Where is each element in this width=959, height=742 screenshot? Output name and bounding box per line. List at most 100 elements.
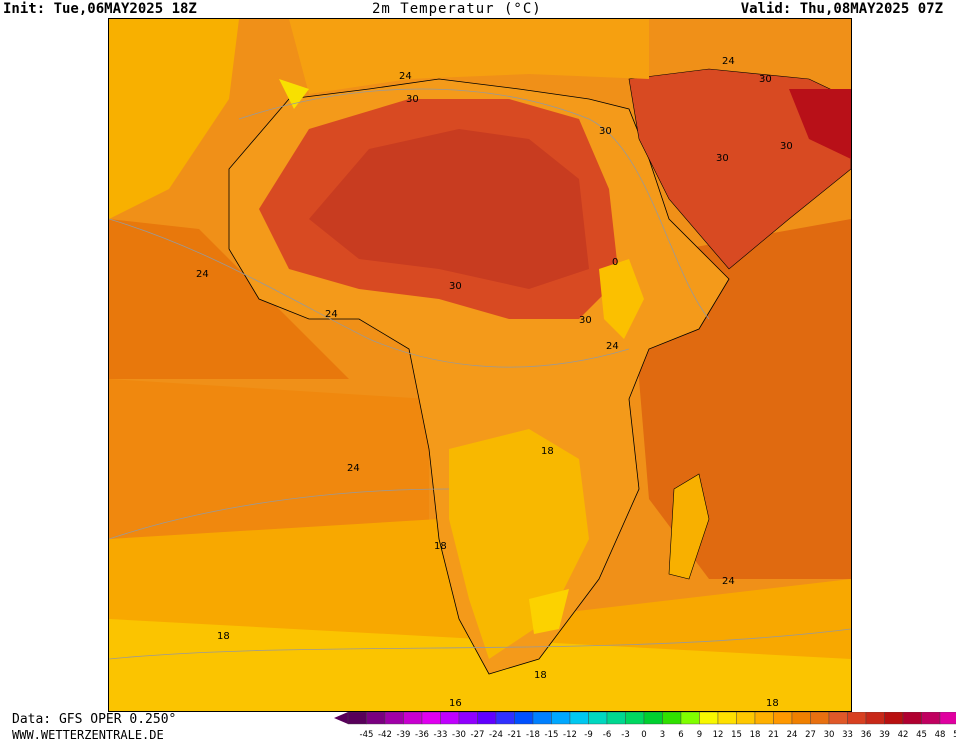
legend-value-label: -33 bbox=[434, 730, 448, 740]
atlantic-north-band bbox=[109, 19, 239, 219]
legend-swatches bbox=[334, 712, 956, 725]
legend-value-label: 18 bbox=[750, 730, 761, 740]
ethiopian-highlands bbox=[599, 259, 644, 339]
data-source-label: Data: GFS OPER 0.250° bbox=[12, 712, 177, 727]
legend-labels: -45 -42 -39 -36 -33 -30 -27 -24 -21 -18 -15 -12 -9 -6… bbox=[360, 730, 956, 740]
legend-swatch bbox=[606, 712, 626, 725]
legend-swatch bbox=[680, 712, 700, 725]
legend-value-label: 12 bbox=[713, 730, 724, 740]
atlas-cool-spot bbox=[279, 79, 309, 109]
legend-value-label: -18 bbox=[526, 730, 540, 740]
legend-value-label: -30 bbox=[452, 730, 466, 740]
mediterranean-band bbox=[289, 19, 649, 94]
contour-label: 30 bbox=[599, 126, 612, 137]
lesotho-cool-spot bbox=[529, 589, 569, 634]
legend-value-label: -42 bbox=[378, 730, 392, 740]
contour-label: 24 bbox=[606, 341, 619, 352]
madagascar bbox=[668, 473, 710, 580]
temperature-map: 24 30 30 24 30 30 30 24 24 30 30 24 24 1… bbox=[108, 18, 852, 712]
legend-swatch bbox=[921, 712, 941, 725]
isotherm-18-south bbox=[109, 628, 851, 660]
legend-value-label: 39 bbox=[879, 730, 890, 740]
legend-value-label: -12 bbox=[563, 730, 577, 740]
legend-swatch bbox=[477, 712, 497, 725]
legend-swatch bbox=[699, 712, 719, 725]
isotherm-30 bbox=[238, 88, 710, 320]
legend-value-label: -36 bbox=[415, 730, 429, 740]
legend-swatch bbox=[643, 712, 663, 725]
legend-swatch bbox=[939, 712, 956, 725]
southern-ocean-cool-band bbox=[109, 619, 851, 711]
contour-label: 30 bbox=[579, 315, 592, 326]
legend-swatch bbox=[791, 712, 811, 725]
legend-swatch bbox=[847, 712, 867, 725]
legend-swatch bbox=[588, 712, 608, 725]
legend-swatch bbox=[514, 712, 534, 725]
legend-value-label: 48 bbox=[935, 730, 946, 740]
legend-value-label: -6 bbox=[603, 730, 611, 740]
legend-swatch bbox=[902, 712, 922, 725]
contour-label: 18 bbox=[434, 541, 447, 552]
legend-value-label: -24 bbox=[489, 730, 503, 740]
contour-label: 24 bbox=[722, 56, 735, 67]
website-label: WWW.WETTERZENTRALE.DE bbox=[12, 728, 164, 742]
legend-arrow-low bbox=[334, 712, 348, 724]
legend-value-label: -9 bbox=[584, 730, 592, 740]
legend-swatch bbox=[569, 712, 589, 725]
persian-gulf-hot-region bbox=[789, 89, 851, 159]
isotherm-18-west bbox=[109, 488, 450, 540]
legend-swatch bbox=[403, 712, 423, 725]
legend-swatch bbox=[384, 712, 404, 725]
color-scale-legend: -45 -42 -39 -36 -33 -30 -27 -24 -21 -18 -15 -12 -9 -6… bbox=[334, 712, 956, 740]
contour-label: 18 bbox=[766, 698, 779, 709]
legend-swatch bbox=[810, 712, 830, 725]
legend-swatch bbox=[625, 712, 645, 725]
legend-value-label: -39 bbox=[397, 730, 411, 740]
legend-value-label: 27 bbox=[805, 730, 816, 740]
legend-value-label: 30 bbox=[824, 730, 835, 740]
legend-swatch bbox=[662, 712, 682, 725]
atlantic-gulf-band bbox=[109, 219, 349, 379]
contour-label: 18 bbox=[541, 446, 554, 457]
contour-label: 30 bbox=[716, 153, 729, 164]
atlantic-south-band bbox=[109, 379, 429, 559]
contour-label: 0 bbox=[612, 257, 618, 268]
legend-value-label: 21 bbox=[768, 730, 779, 740]
legend-swatch bbox=[366, 712, 386, 725]
legend-value-label: 24 bbox=[787, 730, 798, 740]
contour-label: 24 bbox=[325, 309, 338, 320]
contour-label: 24 bbox=[399, 71, 412, 82]
legend-value-label: 6 bbox=[678, 730, 683, 740]
legend-swatch bbox=[717, 712, 737, 725]
legend-value-label: 9 bbox=[697, 730, 702, 740]
legend-value-label: 0 bbox=[641, 730, 646, 740]
legend-value-label: 33 bbox=[842, 730, 853, 740]
legend-swatch bbox=[884, 712, 904, 725]
chart-title: 2m Temperatur (°C) bbox=[372, 1, 542, 17]
contour-label: 30 bbox=[406, 94, 419, 105]
contour-label: 16 bbox=[449, 698, 462, 709]
legend-swatch bbox=[551, 712, 571, 725]
legend-value-label: -15 bbox=[545, 730, 559, 740]
valid-time-label: Valid: Thu,08MAY2025 07Z bbox=[740, 1, 943, 17]
map-canvas: 24 30 30 24 30 30 30 24 24 30 30 24 24 1… bbox=[109, 19, 851, 711]
legend-value-label: 15 bbox=[731, 730, 742, 740]
legend-value-label: 36 bbox=[861, 730, 872, 740]
contour-label: 18 bbox=[217, 631, 230, 642]
contour-label: 24 bbox=[722, 576, 735, 587]
legend-value-label: 42 bbox=[898, 730, 909, 740]
legend-swatch bbox=[347, 712, 367, 725]
contour-label: 30 bbox=[759, 74, 772, 85]
init-time-label: Init: Tue,06MAY2025 18Z bbox=[3, 1, 197, 17]
contour-label: 30 bbox=[449, 281, 462, 292]
legend-value-label: -3 bbox=[621, 730, 629, 740]
legend-swatch bbox=[495, 712, 515, 725]
sahara-hot-core bbox=[309, 129, 589, 289]
legend-value-label: 51 bbox=[953, 730, 956, 740]
legend-value-label: -27 bbox=[471, 730, 485, 740]
isotherm-24 bbox=[109, 218, 630, 368]
legend-value-label: -45 bbox=[360, 730, 374, 740]
legend-swatch bbox=[458, 712, 478, 725]
legend-value-label: 3 bbox=[660, 730, 665, 740]
legend-swatch bbox=[773, 712, 793, 725]
